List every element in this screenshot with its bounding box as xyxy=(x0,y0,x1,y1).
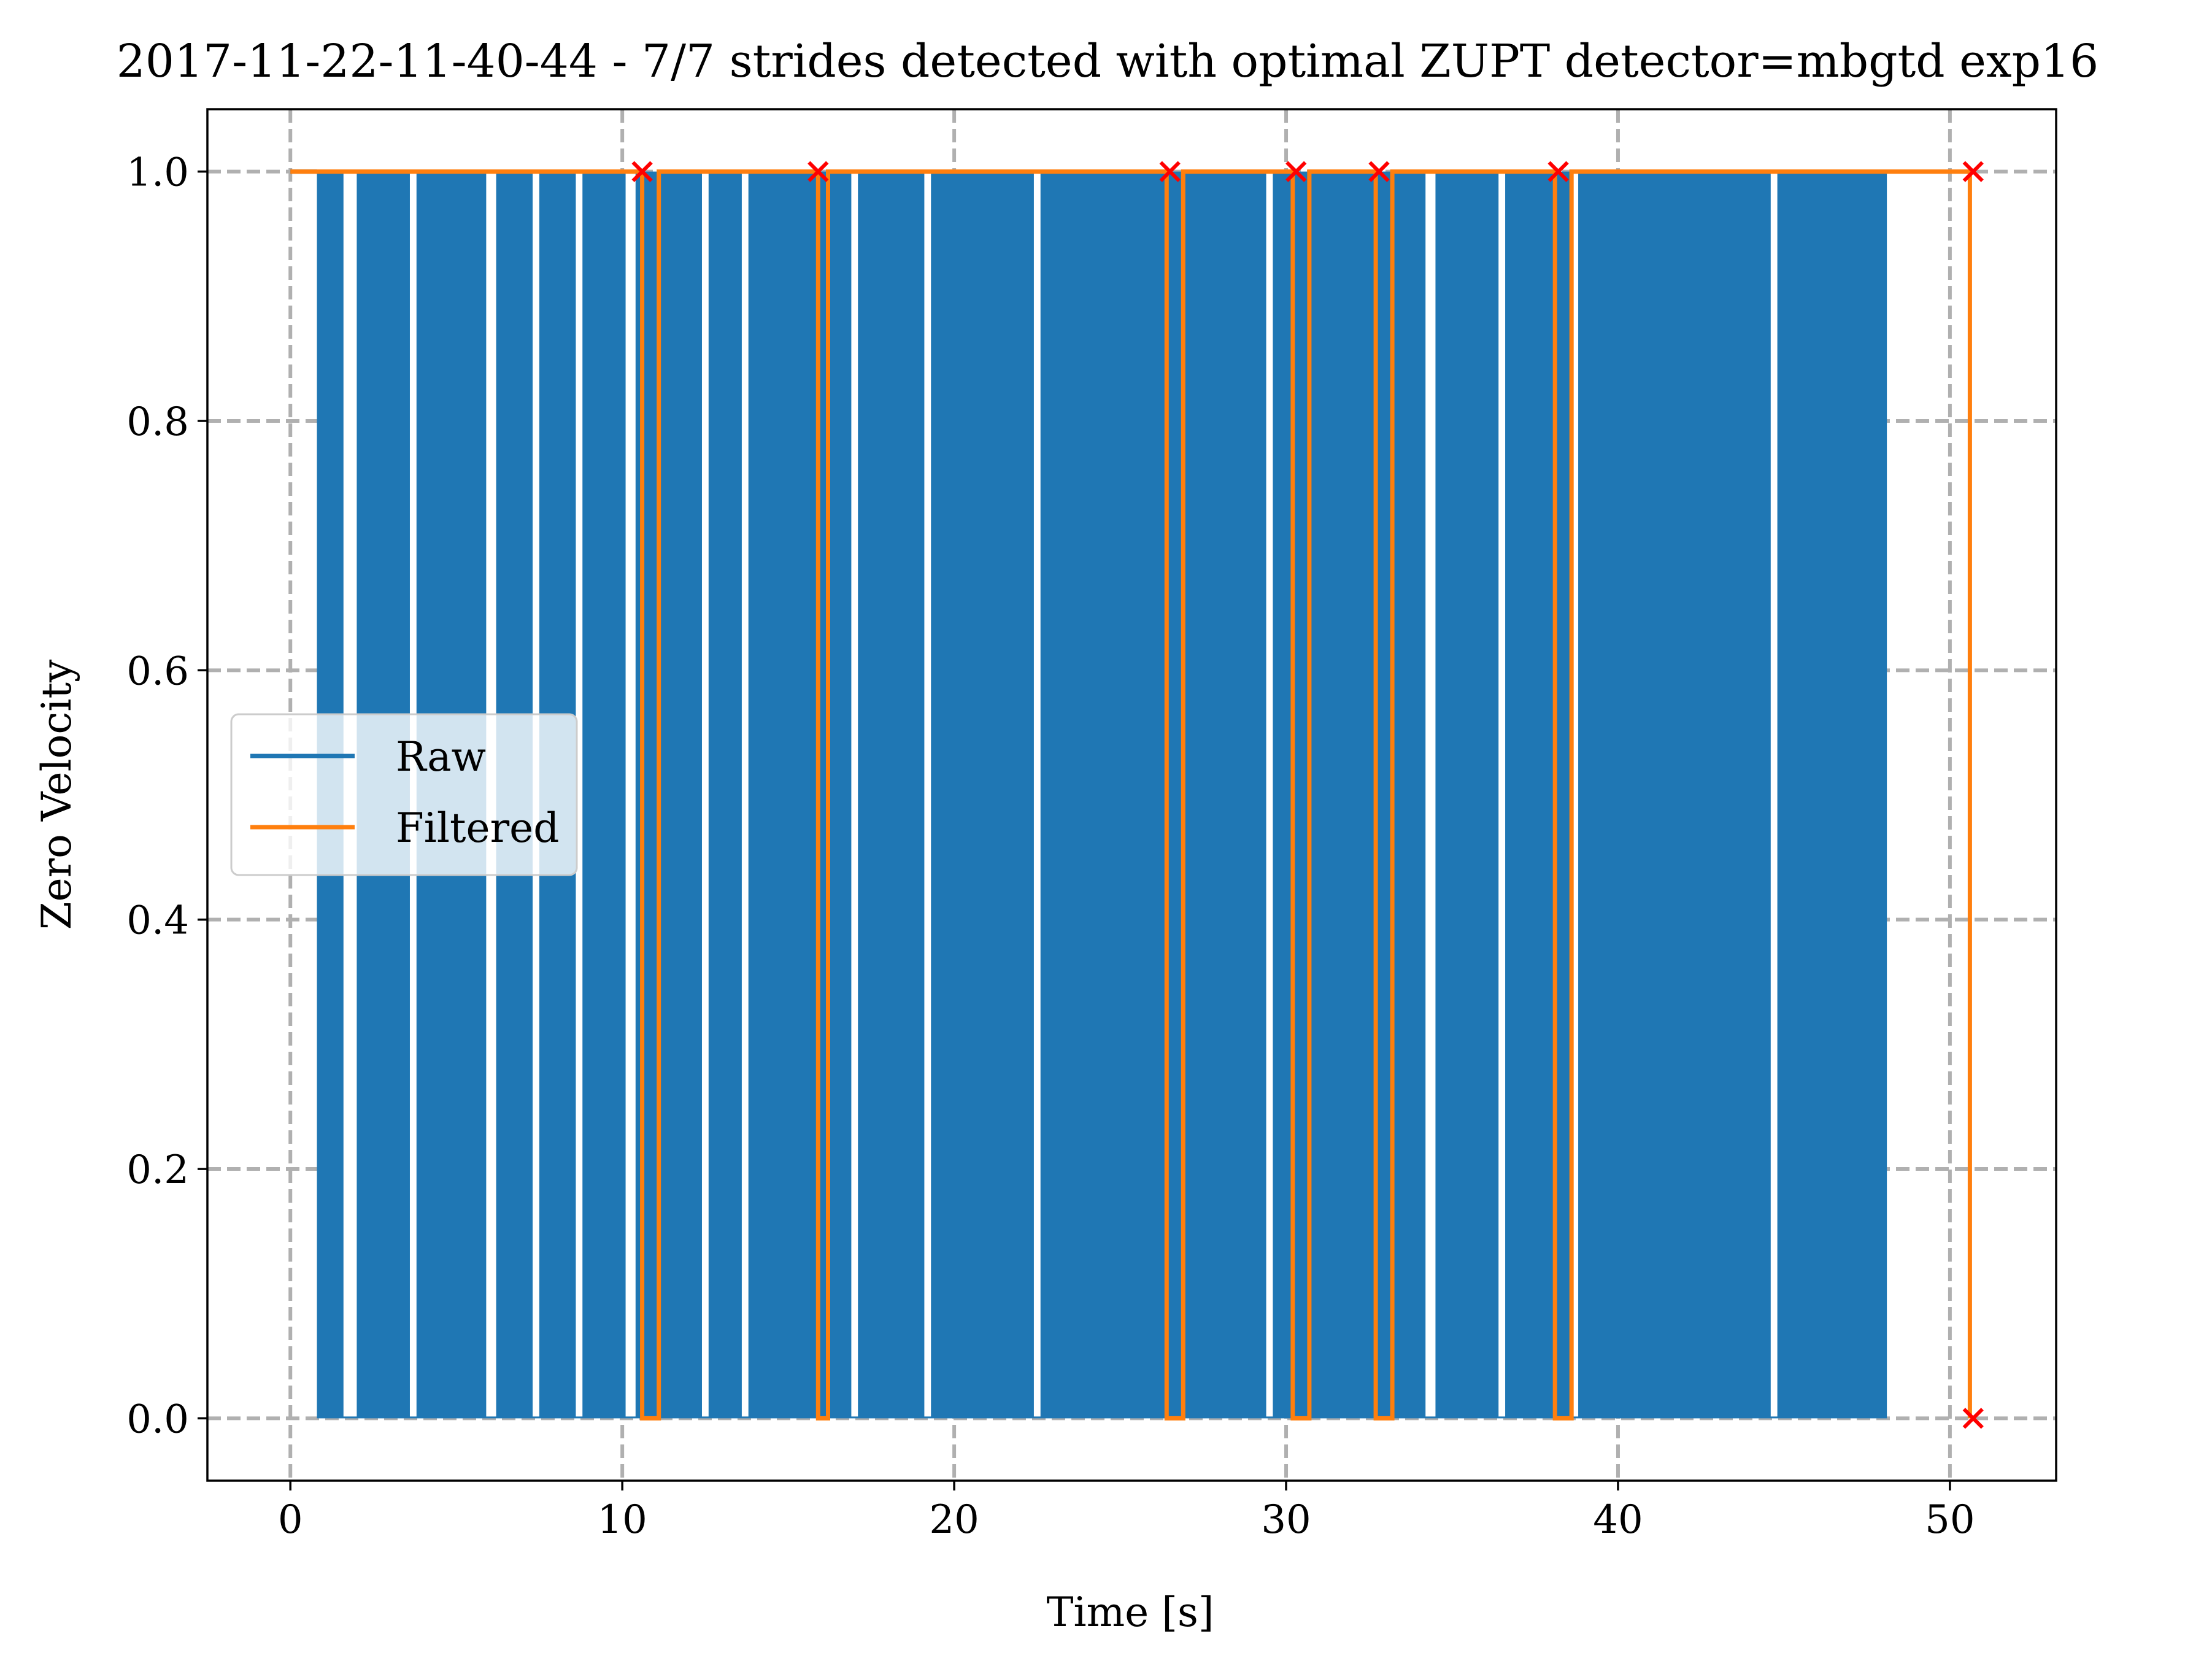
stride-marker xyxy=(631,161,653,182)
stride-marker xyxy=(1159,161,1181,182)
filtered-line xyxy=(290,169,1972,1421)
stride-marker xyxy=(1285,161,1307,182)
stride-marker-stroke xyxy=(1368,161,1390,182)
stride-marker-stroke xyxy=(1159,161,1181,182)
stride-marker-stroke xyxy=(1285,161,1307,182)
y-tick-label: 0.4 xyxy=(126,898,189,944)
x-tick-label: 40 xyxy=(1593,1497,1643,1543)
y-axis-ticks: 0.0 0.2 0.4 0.6 0.8 1.0 xyxy=(126,150,207,1442)
raw-gap xyxy=(1770,173,1778,1417)
raw-gap xyxy=(625,173,636,1417)
y-tick-label: 1.0 xyxy=(126,150,189,196)
legend-filtered-label: Filtered xyxy=(396,804,559,852)
stride-marker-stroke xyxy=(631,161,653,182)
raw-gap xyxy=(1425,173,1436,1417)
x-tick-label: 30 xyxy=(1261,1497,1311,1543)
stride-marker-stroke xyxy=(1547,161,1569,182)
stride-marker xyxy=(1962,1408,1984,1429)
stride-marker-stroke xyxy=(1962,161,1984,182)
stride-marker xyxy=(807,161,829,182)
x-tick-label: 10 xyxy=(597,1497,647,1543)
raw-gap xyxy=(851,173,858,1417)
raw-gap xyxy=(1033,173,1041,1417)
x-tick-label: 20 xyxy=(929,1497,979,1543)
raw-series xyxy=(290,169,1887,1419)
x-tick-label: 50 xyxy=(1925,1497,1975,1543)
x-axis-ticks: 0 10 20 30 40 50 xyxy=(278,1481,1975,1543)
raw-gap xyxy=(576,173,583,1417)
legend-raw-label: Raw xyxy=(396,733,486,781)
filtered-series xyxy=(290,169,1972,1421)
raw-gap xyxy=(1266,173,1273,1417)
y-tick-label: 0.6 xyxy=(126,649,189,694)
raw-gap xyxy=(701,173,709,1417)
chart-title: 2017-11-22-11-40-44 - 7/7 strides detect… xyxy=(117,35,2098,88)
stride-marker xyxy=(1547,161,1569,182)
plot-frame xyxy=(206,108,2057,1482)
y-tick-label: 0.2 xyxy=(126,1147,189,1193)
stride-marker-stroke xyxy=(807,161,829,182)
raw-gap xyxy=(1571,173,1579,1417)
y-axis-label: Zero Velocity xyxy=(33,659,80,930)
y-tick-label: 0.8 xyxy=(126,399,189,445)
y-tick-label: 0.0 xyxy=(126,1397,189,1442)
raw-gap xyxy=(741,173,749,1417)
stride-markers xyxy=(631,161,1984,1429)
stride-marker-stroke xyxy=(1962,1408,1984,1429)
stride-marker xyxy=(1962,161,1984,182)
stride-marker xyxy=(1368,161,1390,182)
raw-gap xyxy=(1498,173,1506,1417)
x-axis-label: Time [s] xyxy=(1046,1589,1214,1636)
legend: Raw Filtered xyxy=(230,713,578,876)
raw-gap xyxy=(924,173,931,1417)
x-tick-label: 0 xyxy=(278,1497,303,1543)
